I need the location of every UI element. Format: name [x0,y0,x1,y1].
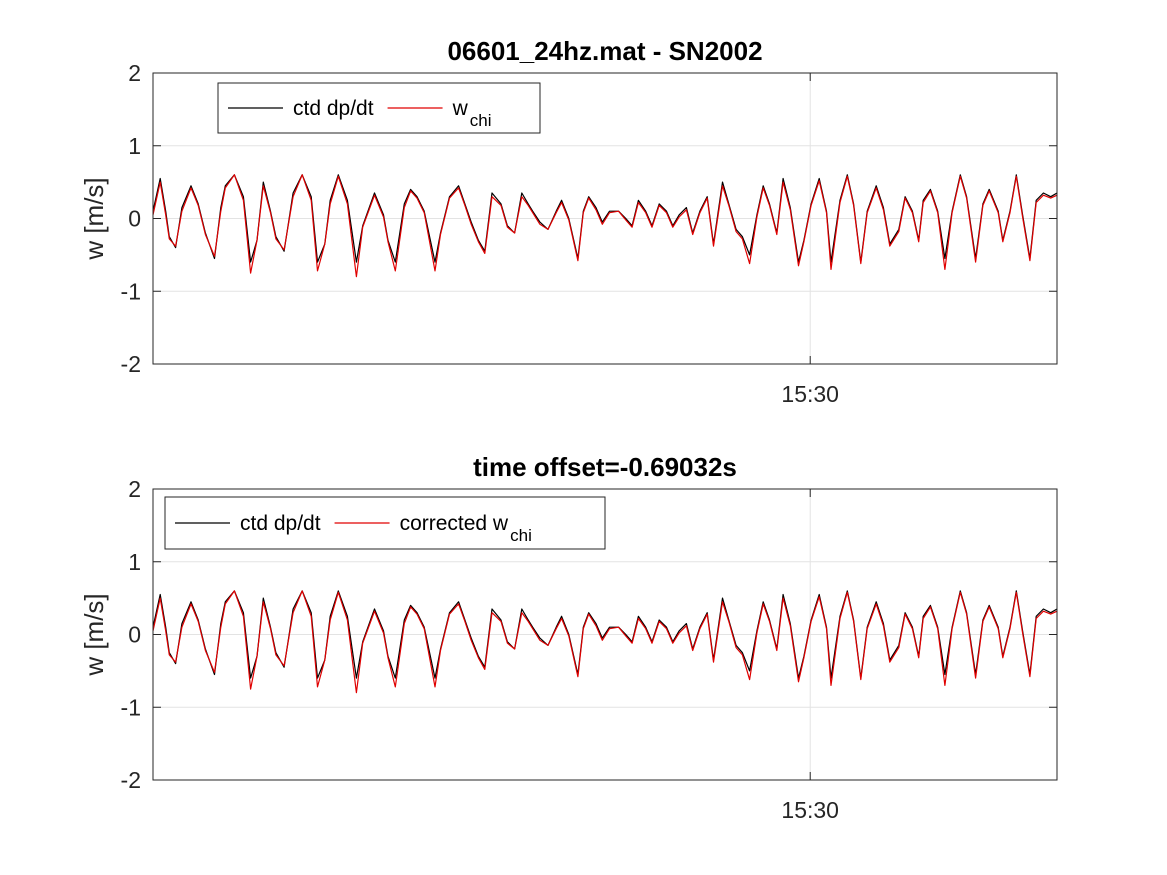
y-axis-label: w [m/s] [79,593,109,676]
y-tick-label: 2 [128,60,141,86]
legend-label: ctd dp/dt [240,512,321,535]
top-axes: 2 1 0 -1 -2 15:30 w [m/s] 06601_24hz.mat - SN20… [79,36,1058,407]
y-tick-label: -1 [121,694,141,720]
x-tick-label: 15:30 [781,797,839,823]
legend-label: ctd dp/dt [293,97,374,120]
y-tick-label: -1 [121,278,141,304]
chart-title: 06601_24hz.mat - SN2002 [447,36,762,66]
y-tick-label: 0 [128,206,141,232]
legend-box [217,82,541,134]
y-tick-label: 1 [128,133,141,159]
series-line-wchi [153,174,1057,278]
y-tick-label: -2 [121,767,141,793]
legend-label-subscript: chi [510,526,532,545]
legend-label-subscript: chi [470,111,492,130]
chart-title: time offset=-0.69032s [473,452,737,482]
bottom-axes: 2 1 0 -1 -2 15:30 w [m/s] time offset=-0.69032s… [79,452,1058,823]
series-line-wchi [153,590,1057,694]
y-tick-label: 1 [128,549,141,575]
y-tick-label: 2 [128,476,141,502]
y-tick-label: 0 [128,622,141,648]
legend-label: corrected w [400,512,509,535]
y-tick-label: -2 [121,351,141,377]
y-axis-label: w [m/s] [79,177,109,260]
x-tick-label: 15:30 [781,381,839,407]
legend-label: w [452,97,469,120]
